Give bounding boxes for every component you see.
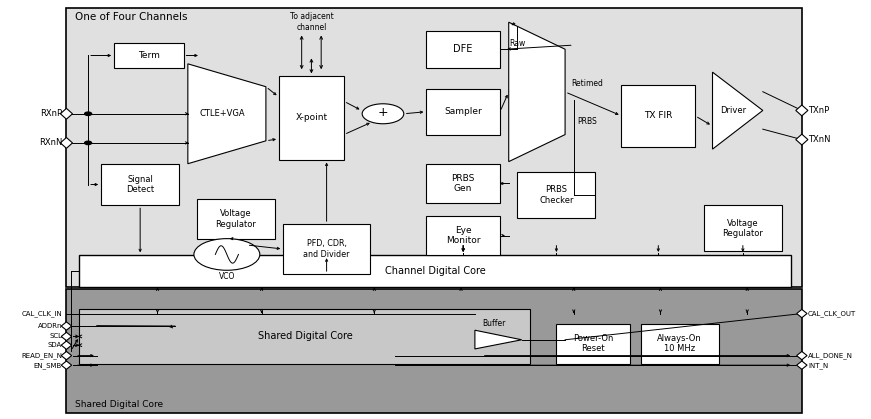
Polygon shape: [797, 352, 807, 360]
Polygon shape: [61, 361, 71, 369]
Text: TXnN: TXnN: [808, 135, 830, 144]
Polygon shape: [188, 64, 266, 164]
Bar: [279, 76, 344, 160]
Text: Driver: Driver: [720, 106, 746, 115]
Circle shape: [194, 239, 260, 270]
Text: PRBS
Checker: PRBS Checker: [539, 185, 574, 204]
Bar: [426, 31, 500, 68]
Text: Voltage
Regulator: Voltage Regulator: [215, 209, 256, 229]
Text: X-point: X-point: [295, 114, 327, 122]
Bar: [66, 8, 802, 287]
Bar: [640, 324, 719, 364]
Bar: [79, 255, 791, 287]
Text: READ_EN_N: READ_EN_N: [21, 352, 62, 359]
Text: CTLE+VGA: CTLE+VGA: [199, 109, 246, 118]
Text: TXnP: TXnP: [808, 106, 829, 115]
Polygon shape: [60, 137, 72, 148]
Text: VCO: VCO: [219, 272, 235, 281]
Text: RXnN: RXnN: [38, 138, 62, 147]
Polygon shape: [61, 322, 71, 330]
Bar: [621, 85, 695, 147]
Text: Channel Digital Core: Channel Digital Core: [385, 266, 485, 276]
Text: Signal
Detect: Signal Detect: [126, 175, 154, 194]
Bar: [426, 89, 500, 134]
Text: +: +: [378, 106, 388, 119]
Text: One of Four Channels: One of Four Channels: [75, 12, 187, 22]
Polygon shape: [796, 105, 808, 116]
Text: CAL_CLK_OUT: CAL_CLK_OUT: [808, 310, 856, 317]
Bar: [517, 172, 596, 218]
Circle shape: [362, 104, 404, 124]
Bar: [79, 309, 530, 364]
Text: INT_N: INT_N: [808, 362, 828, 369]
Text: Buffer: Buffer: [483, 319, 506, 328]
Text: Shared Digital Core: Shared Digital Core: [258, 331, 352, 341]
Text: Voltage
Regulator: Voltage Regulator: [722, 219, 763, 238]
Text: Eye
Monitor: Eye Monitor: [446, 226, 481, 245]
Polygon shape: [796, 134, 808, 145]
Polygon shape: [61, 332, 71, 341]
Bar: [426, 216, 500, 255]
Polygon shape: [797, 309, 807, 318]
Text: Term: Term: [138, 51, 159, 60]
Polygon shape: [61, 341, 71, 349]
Text: CAL_CLK_IN: CAL_CLK_IN: [22, 310, 62, 317]
Bar: [66, 289, 802, 414]
Polygon shape: [509, 22, 565, 162]
Bar: [704, 205, 782, 251]
Text: Sampler: Sampler: [444, 107, 482, 116]
Bar: [101, 164, 179, 205]
Text: To adjacent
channel: To adjacent channel: [289, 13, 334, 32]
Text: TX FIR: TX FIR: [645, 111, 672, 120]
Text: ALL_DONE_N: ALL_DONE_N: [808, 352, 853, 359]
Text: Always-On
10 MHz: Always-On 10 MHz: [658, 334, 702, 354]
Text: Retimed: Retimed: [571, 79, 603, 88]
Polygon shape: [61, 352, 71, 360]
Text: Power-On
Reset: Power-On Reset: [573, 334, 613, 354]
Text: DFE: DFE: [454, 44, 473, 54]
Text: RXnP: RXnP: [40, 109, 62, 118]
Text: Shared Digital Core: Shared Digital Core: [75, 400, 163, 409]
Bar: [197, 199, 274, 239]
Text: PRBS
Gen: PRBS Gen: [451, 174, 475, 193]
Text: EN_SMB: EN_SMB: [34, 362, 62, 369]
Text: SCL: SCL: [49, 334, 62, 339]
Polygon shape: [797, 361, 807, 369]
Bar: [283, 224, 370, 274]
Bar: [557, 324, 630, 364]
Polygon shape: [60, 109, 72, 119]
Polygon shape: [712, 72, 763, 149]
Text: SDA: SDA: [48, 342, 62, 348]
Bar: [114, 43, 184, 68]
Circle shape: [84, 112, 91, 115]
Text: Raw: Raw: [510, 39, 525, 47]
Text: PRBS: PRBS: [577, 116, 597, 126]
Circle shape: [84, 141, 91, 145]
Polygon shape: [475, 330, 522, 349]
Text: PFD, CDR,
and Divider: PFD, CDR, and Divider: [303, 239, 350, 259]
Bar: [426, 164, 500, 203]
Text: ADDRn: ADDRn: [37, 323, 62, 329]
